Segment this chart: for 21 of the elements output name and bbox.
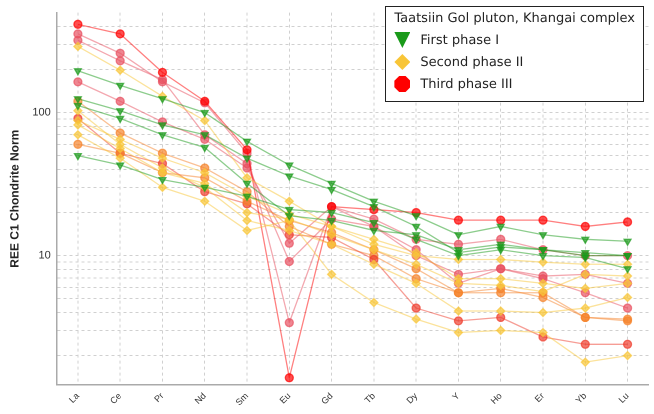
x-tick-label: Er (532, 390, 546, 404)
y-tick-label: 10 (38, 250, 51, 262)
x-tick-label: Lu (616, 390, 631, 405)
x-tick-label: Pr (152, 390, 166, 404)
y-axis-title: REE C1 Chondrite Norm (8, 130, 22, 268)
x-tick-label: Y (450, 390, 462, 402)
x-tick-label: Dy (404, 390, 420, 406)
x-tick-label: Yb (574, 390, 588, 406)
x-tick-label: Gd (319, 390, 335, 406)
x-tick-label: Nd (192, 390, 208, 406)
legend-label: First phase I (420, 32, 500, 48)
legend-label: Second phase II (420, 54, 524, 70)
x-tick-label: Tb (362, 390, 378, 406)
x-tick-label: Ho (488, 390, 504, 406)
legend-label: Third phase III (420, 76, 513, 92)
x-tick-label: Sm (234, 390, 250, 408)
x-tick-label: La (66, 390, 82, 405)
x-tick-label: Eu (278, 390, 292, 406)
legend-title: Taatsiin Gol pluton, Khangai complex (394, 11, 635, 26)
x-tick-label: Ce (108, 390, 124, 406)
y-tick-label: 100 (32, 106, 51, 119)
